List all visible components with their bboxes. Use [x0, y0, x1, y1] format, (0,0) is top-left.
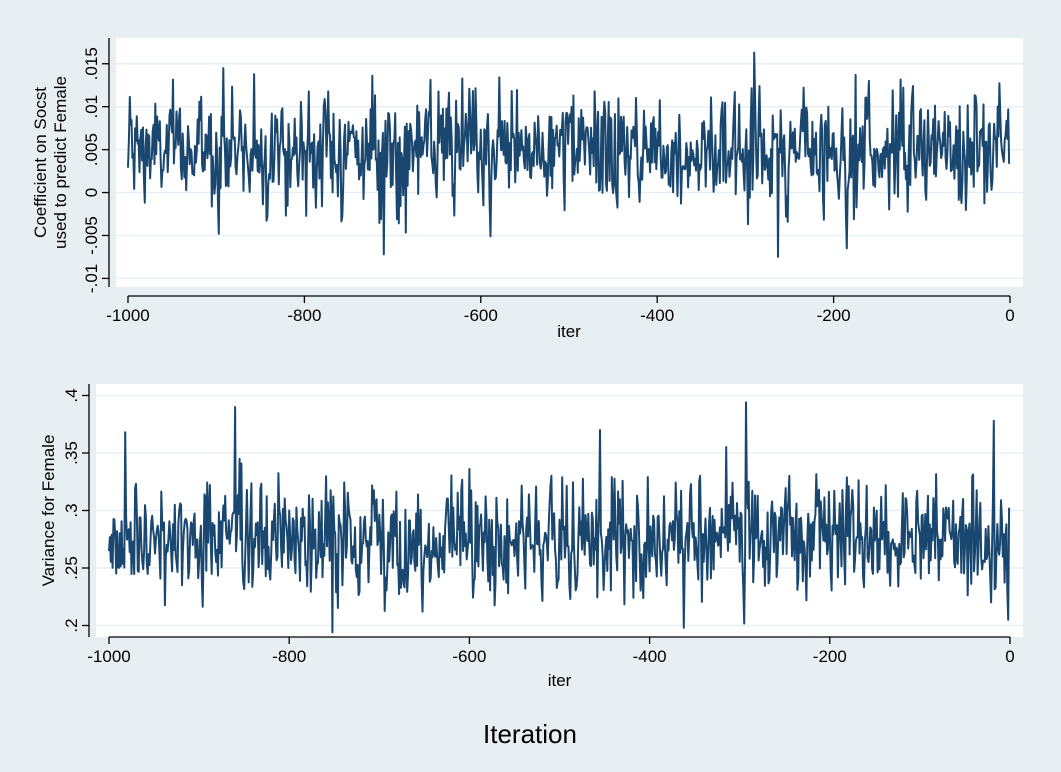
series-line	[127, 51, 1011, 258]
x-tick-label: -800	[272, 647, 306, 666]
y-tick-label: .005	[82, 133, 101, 166]
x-axis-label: iter	[548, 671, 572, 690]
y-tick-label: .25	[62, 556, 81, 580]
y-tick-label: .2	[62, 618, 81, 632]
x-tick-label: -400	[640, 306, 674, 325]
x-tick-label: -800	[287, 306, 321, 325]
variance-trace-chart: .2 .25 .3 .35 .4 -1000 -800 -600 -400 -200 0 iter Va…	[39, 384, 1023, 690]
y-tick-label: .01	[82, 95, 101, 119]
x-tick-label: -200	[813, 647, 847, 666]
y-tick-label: .015	[82, 47, 101, 80]
series-line	[108, 401, 1011, 634]
coefficient-trace-chart: -.01 -.005 0 .005 .01 .015 -1000 -800 -600 -400 -2…	[31, 38, 1023, 341]
x-axis-label: iter	[557, 322, 581, 341]
x-tick-label: -600	[464, 306, 498, 325]
y-tick-label: .4	[62, 388, 81, 402]
y-axis-label: used to predict Female	[51, 76, 70, 249]
x-tick-label: 0	[1005, 306, 1014, 325]
x-tick-label: -400	[633, 647, 667, 666]
x-tick-label: 0	[1005, 647, 1014, 666]
x-tick-label: -200	[817, 306, 851, 325]
y-tick-label: .35	[62, 441, 81, 465]
y-tick-label: -.005	[82, 216, 101, 255]
y-tick-label: .3	[62, 503, 81, 517]
y-axis-label: Variance for Female	[39, 435, 58, 587]
y-tick-label: -.01	[82, 264, 101, 293]
y-tick-label: 0	[82, 188, 101, 197]
x-tick-label: -600	[452, 647, 486, 666]
figure-bottom-title: Iteration	[483, 719, 577, 749]
y-axis-label: Coefficient on Socst	[31, 87, 50, 238]
x-tick-label: -1000	[87, 647, 130, 666]
x-tick-label: -1000	[106, 306, 149, 325]
